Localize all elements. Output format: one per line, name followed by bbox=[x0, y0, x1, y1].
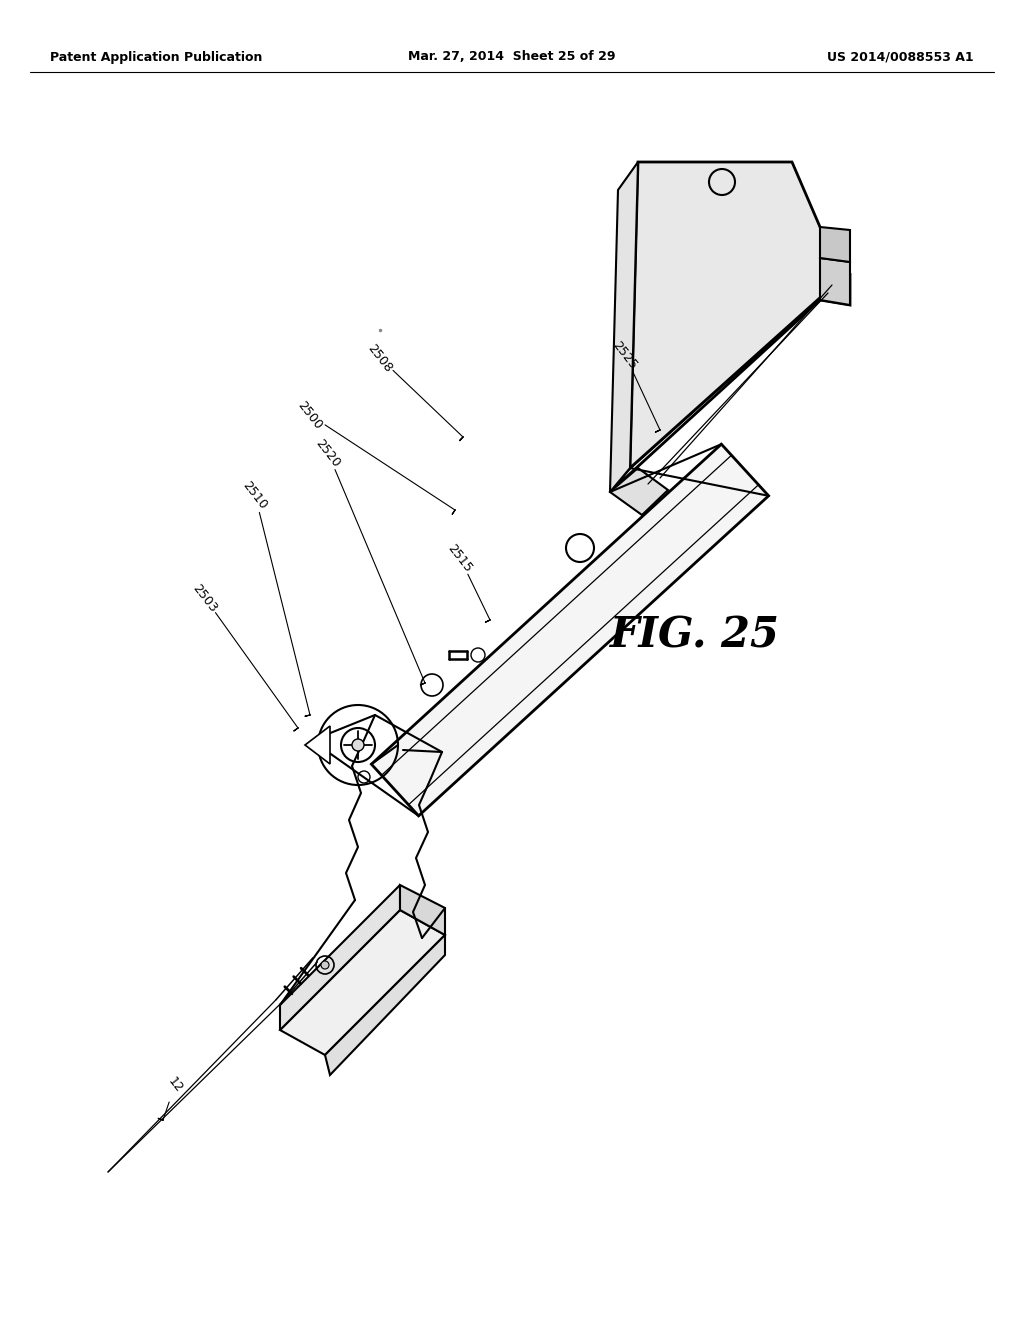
Text: Mar. 27, 2014  Sheet 25 of 29: Mar. 27, 2014 Sheet 25 of 29 bbox=[409, 50, 615, 63]
Polygon shape bbox=[372, 444, 769, 816]
Text: 2525: 2525 bbox=[610, 338, 640, 371]
Text: 12: 12 bbox=[165, 1074, 185, 1096]
Polygon shape bbox=[820, 227, 850, 261]
Polygon shape bbox=[820, 257, 850, 305]
Polygon shape bbox=[325, 935, 445, 1074]
Polygon shape bbox=[305, 726, 330, 764]
Polygon shape bbox=[630, 162, 842, 469]
Polygon shape bbox=[400, 884, 445, 935]
Text: US 2014/0088553 A1: US 2014/0088553 A1 bbox=[827, 50, 974, 63]
Text: 2520: 2520 bbox=[313, 437, 343, 470]
Text: 2500: 2500 bbox=[295, 399, 325, 432]
Text: 2508: 2508 bbox=[366, 342, 395, 375]
Text: 2503: 2503 bbox=[190, 582, 220, 615]
Polygon shape bbox=[610, 469, 668, 515]
Polygon shape bbox=[610, 162, 638, 492]
Polygon shape bbox=[610, 279, 842, 492]
Text: 2515: 2515 bbox=[445, 541, 475, 574]
Polygon shape bbox=[280, 884, 400, 1030]
Text: Patent Application Publication: Patent Application Publication bbox=[50, 50, 262, 63]
Text: FIG. 25: FIG. 25 bbox=[610, 614, 780, 656]
Polygon shape bbox=[820, 275, 850, 305]
Circle shape bbox=[352, 739, 364, 751]
Text: 2510: 2510 bbox=[240, 478, 270, 512]
Polygon shape bbox=[280, 909, 445, 1055]
Circle shape bbox=[321, 961, 329, 969]
